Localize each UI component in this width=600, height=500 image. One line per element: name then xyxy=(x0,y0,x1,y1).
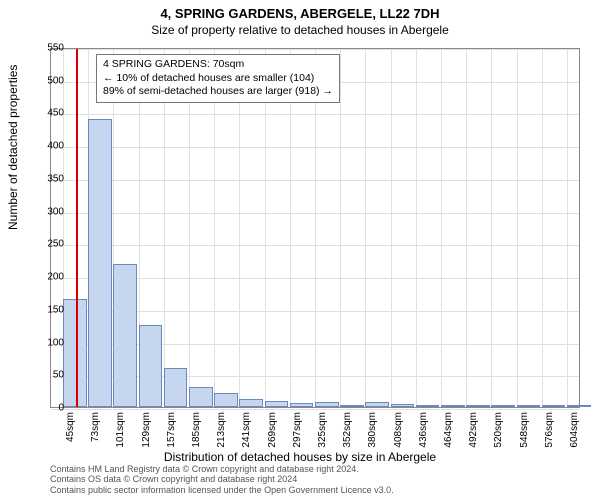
histogram-bar xyxy=(517,405,541,407)
gridline-v xyxy=(340,49,341,407)
histogram-bar xyxy=(239,399,263,407)
histogram-bar xyxy=(164,368,188,407)
histogram-bar xyxy=(214,393,238,407)
legend-line: 89% of semi-detached houses are larger (… xyxy=(103,85,333,99)
x-tick-label: 576sqm xyxy=(544,412,555,448)
y-tick-label: 500 xyxy=(34,75,64,86)
histogram-bar xyxy=(365,402,389,407)
x-tick-label: 464sqm xyxy=(443,412,454,448)
x-axis-label: Distribution of detached houses by size … xyxy=(0,450,600,464)
x-tick-label: 129sqm xyxy=(141,412,152,448)
footer-line: Contains HM Land Registry data © Crown c… xyxy=(50,464,394,475)
histogram-bar xyxy=(315,402,339,407)
x-tick-label: 241sqm xyxy=(241,412,252,448)
x-tick-label: 325sqm xyxy=(317,412,328,448)
histogram-bar xyxy=(139,325,163,407)
x-tick-label: 352sqm xyxy=(342,412,353,448)
histogram-bar xyxy=(340,405,364,407)
y-tick-label: 350 xyxy=(34,173,64,184)
histogram-bar xyxy=(88,119,112,407)
histogram-bar xyxy=(265,401,289,407)
x-tick-label: 73sqm xyxy=(90,412,101,442)
x-tick-label: 45sqm xyxy=(65,412,76,442)
y-tick-label: 150 xyxy=(34,304,64,315)
histogram-bar xyxy=(441,405,465,407)
y-axis-label: Number of detached properties xyxy=(6,65,20,230)
footer-text: Contains HM Land Registry data © Crown c… xyxy=(50,464,394,496)
footer-line: Contains public sector information licen… xyxy=(50,485,394,496)
x-tick-label: 269sqm xyxy=(267,412,278,448)
histogram-bar xyxy=(189,387,213,407)
gridline-v xyxy=(391,49,392,407)
gridline-v xyxy=(517,49,518,407)
x-tick-label: 548sqm xyxy=(519,412,530,448)
y-tick-label: 50 xyxy=(34,370,64,381)
histogram-bar xyxy=(466,405,490,407)
x-tick-label: 492sqm xyxy=(468,412,479,448)
legend-line: ← 10% of detached houses are smaller (10… xyxy=(103,72,333,86)
y-tick-label: 300 xyxy=(34,206,64,217)
gridline-v xyxy=(542,49,543,407)
histogram-bar xyxy=(391,404,415,407)
x-tick-label: 436sqm xyxy=(418,412,429,448)
histogram-bar xyxy=(542,405,566,407)
x-tick-label: 213sqm xyxy=(216,412,227,448)
y-tick-label: 550 xyxy=(34,43,64,54)
histogram-bar xyxy=(567,405,591,407)
x-tick-label: 297sqm xyxy=(292,412,303,448)
histogram-bar xyxy=(290,403,314,407)
x-tick-label: 157sqm xyxy=(166,412,177,448)
x-tick-label: 380sqm xyxy=(367,412,378,448)
x-tick-label: 408sqm xyxy=(393,412,404,448)
gridline-h xyxy=(51,409,579,410)
y-tick-label: 100 xyxy=(34,337,64,348)
gridline-v xyxy=(466,49,467,407)
gridline-v xyxy=(567,49,568,407)
marker-line xyxy=(76,49,78,407)
y-tick-label: 400 xyxy=(34,141,64,152)
page-title: 4, SPRING GARDENS, ABERGELE, LL22 7DH xyxy=(0,0,600,21)
footer-line: Contains OS data © Crown copyright and d… xyxy=(50,474,394,485)
legend-line: 4 SPRING GARDENS: 70sqm xyxy=(103,58,333,72)
gridline-v xyxy=(441,49,442,407)
y-tick-label: 0 xyxy=(34,403,64,414)
x-tick-label: 520sqm xyxy=(493,412,504,448)
chart-area: 4 SPRING GARDENS: 70sqm← 10% of detached… xyxy=(50,48,580,408)
y-tick-label: 250 xyxy=(34,239,64,250)
x-tick-label: 185sqm xyxy=(191,412,202,448)
histogram-bar xyxy=(491,405,515,407)
legend-box: 4 SPRING GARDENS: 70sqm← 10% of detached… xyxy=(96,54,340,103)
histogram-bar xyxy=(416,405,440,407)
x-tick-label: 604sqm xyxy=(569,412,580,448)
gridline-v xyxy=(365,49,366,407)
gridline-v xyxy=(491,49,492,407)
histogram-bar xyxy=(63,299,87,407)
x-tick-label: 101sqm xyxy=(115,412,126,448)
y-tick-label: 200 xyxy=(34,272,64,283)
histogram-bar xyxy=(113,264,137,407)
y-tick-label: 450 xyxy=(34,108,64,119)
gridline-v xyxy=(416,49,417,407)
page-subtitle: Size of property relative to detached ho… xyxy=(0,21,600,37)
